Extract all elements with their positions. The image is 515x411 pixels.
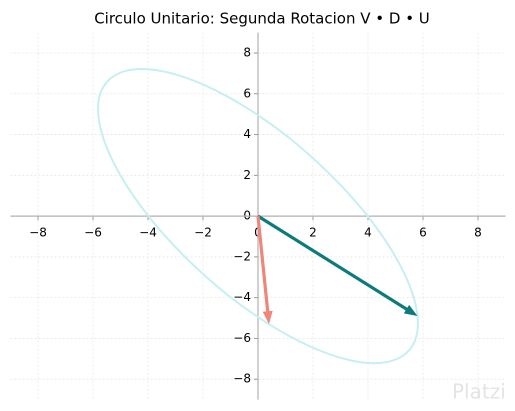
y-tick-label: −2 (233, 249, 251, 263)
x-tick-label: 4 (364, 226, 372, 240)
y-tick-label: 4 (243, 127, 251, 141)
y-tick-label: 6 (243, 86, 251, 100)
x-tick-label: −8 (29, 226, 47, 240)
chart-title: Circulo Unitario: Segunda Rotacion V • D… (94, 10, 430, 28)
y-tick-label: 8 (243, 45, 251, 59)
y-tick-label: −6 (233, 331, 251, 345)
x-tick-label: 2 (309, 226, 317, 240)
x-tick-label: 8 (474, 226, 482, 240)
ellipse (97, 67, 419, 365)
arrow-head (403, 304, 418, 317)
y-tick-label: −4 (233, 290, 251, 304)
x-tick-label: −6 (84, 226, 102, 240)
x-tick-label: −2 (194, 226, 212, 240)
x-tick-label: 6 (419, 226, 427, 240)
watermark: Platzi (452, 380, 506, 404)
arrow-head (262, 310, 273, 325)
x-tick-label: −4 (139, 226, 157, 240)
vector (257, 214, 410, 312)
y-tick-label: −8 (233, 372, 251, 386)
vector (256, 215, 270, 314)
y-tick-label: 2 (243, 168, 251, 182)
